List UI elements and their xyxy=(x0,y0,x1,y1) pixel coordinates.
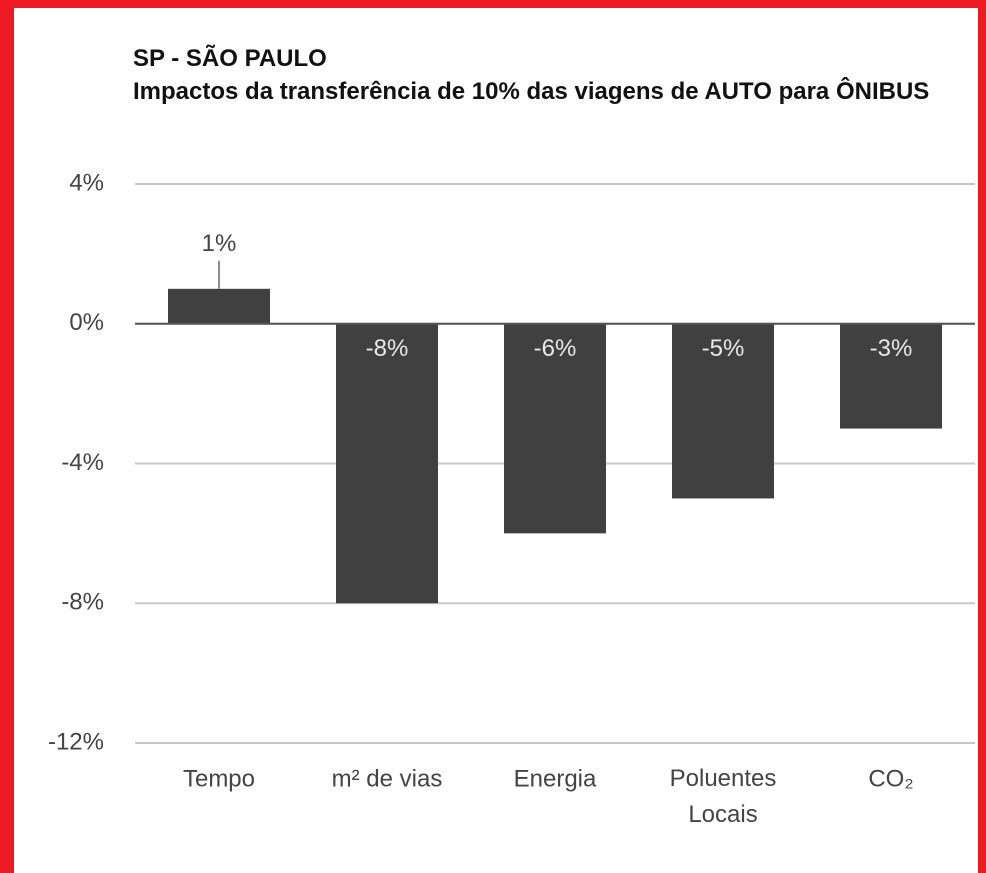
bar xyxy=(336,323,438,604)
x-tick-label: m² de vias xyxy=(332,765,443,792)
chart-subtitle: Impactos da transferência de 10% das via… xyxy=(133,78,930,105)
panel xyxy=(14,8,978,873)
value-label: -5% xyxy=(702,335,745,362)
y-tick-label: 4% xyxy=(69,169,104,196)
chart-title: SP - SÃO PAULO xyxy=(133,45,327,72)
value-label: -3% xyxy=(870,335,913,362)
bar xyxy=(168,288,270,324)
value-label: 1% xyxy=(202,230,237,257)
bar xyxy=(840,323,942,429)
y-tick-label: -4% xyxy=(61,449,104,476)
bar xyxy=(504,323,606,534)
value-label: -6% xyxy=(534,335,577,362)
y-tick-label: -12% xyxy=(48,728,104,755)
bar xyxy=(672,323,774,499)
value-label: -8% xyxy=(366,335,409,362)
x-tick-label: CO₂ xyxy=(868,765,913,792)
titles: SP - SÃO PAULO Impactos da transferência… xyxy=(133,42,953,108)
y-tick-label: -8% xyxy=(61,589,104,616)
x-tick-label: Tempo xyxy=(183,765,255,792)
x-tick-label: Poluentes Locais xyxy=(670,765,777,828)
y-tick-label: 0% xyxy=(69,309,104,336)
x-tick-label: Energia xyxy=(514,765,597,792)
